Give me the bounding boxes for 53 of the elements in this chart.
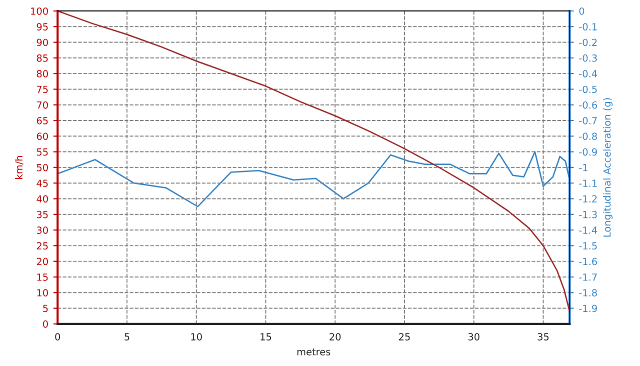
x-tick-label: 5 xyxy=(124,333,130,340)
x-tick-label: 25 xyxy=(399,333,410,340)
y-tick-label: 95 xyxy=(36,23,48,30)
y2-tick-label: -0.5 xyxy=(579,86,597,94)
y2-tick-label: -1.8 xyxy=(579,289,597,296)
y2-tick-label: -0.8 xyxy=(579,132,597,140)
y2-tick-label: -1 xyxy=(579,164,588,172)
y-tick-label: 10 xyxy=(37,289,48,296)
x-tick-label: 10 xyxy=(191,333,202,340)
y-tick-label: 90 xyxy=(36,38,48,46)
y-tick-label: 50 xyxy=(36,164,48,172)
x-tick-label: 0 xyxy=(55,333,60,340)
y2-tick-label: -0.2 xyxy=(579,38,597,46)
y2-tick-label: -1.4 xyxy=(579,226,598,234)
y-tick-label: 30 xyxy=(36,226,48,234)
y2-tick-label: -0.9 xyxy=(579,148,597,156)
y-tick-label: 100 xyxy=(31,7,48,15)
y-tick-label: 45 xyxy=(36,180,48,187)
line-series xyxy=(58,151,570,208)
y-tick-label: 40 xyxy=(36,195,48,203)
y2-tick-label: -0.3 xyxy=(579,54,597,62)
y-tick-label: 70 xyxy=(37,101,48,109)
x-axis-title: metres xyxy=(297,348,330,356)
x-tick-label: 15 xyxy=(260,333,272,340)
y2-tick-label: -0.4 xyxy=(579,70,598,78)
y-tick-label: 20 xyxy=(36,258,48,266)
y2-tick-label: -1.9 xyxy=(579,304,597,312)
y-tick-label: 85 xyxy=(36,54,48,62)
y2-tick-label: -0.6 xyxy=(579,101,597,109)
y-tick-label: 60 xyxy=(36,132,48,140)
y2-tick-label: -1.3 xyxy=(579,210,597,218)
y2-tick-label: 0 xyxy=(579,7,584,15)
y2-tick-label: -0.1 xyxy=(579,23,597,30)
y-tick-label: 0 xyxy=(43,320,48,328)
y2-tick-label: -1.6 xyxy=(579,258,597,266)
y2-tick-label: -1.2 xyxy=(579,195,597,202)
y-tick-label: 35 xyxy=(36,210,48,218)
y2-tick-label: -1.5 xyxy=(579,242,597,250)
y2-tick-label: -1.7 xyxy=(579,274,597,281)
y2-axis-title: Longitudinal Acceleration (g) xyxy=(603,98,613,237)
x-tick-label: 35 xyxy=(538,333,549,340)
y2-tick-label: -1.1 xyxy=(579,180,597,187)
y-tick-label: 55 xyxy=(36,148,48,156)
x-tick-label: 20 xyxy=(330,333,341,340)
y-tick-label: 5 xyxy=(43,304,48,312)
y-tick-label: 25 xyxy=(36,242,48,250)
y-tick-label: 15 xyxy=(37,274,48,281)
y-tick-label: 80 xyxy=(36,70,48,78)
y-axis-title: km/h xyxy=(15,156,24,179)
y-tick-label: 75 xyxy=(37,86,48,94)
x-tick-label: 30 xyxy=(468,333,480,340)
y-tick-label: 65 xyxy=(36,116,48,124)
y2-tick-label: -0.7 xyxy=(579,116,597,124)
